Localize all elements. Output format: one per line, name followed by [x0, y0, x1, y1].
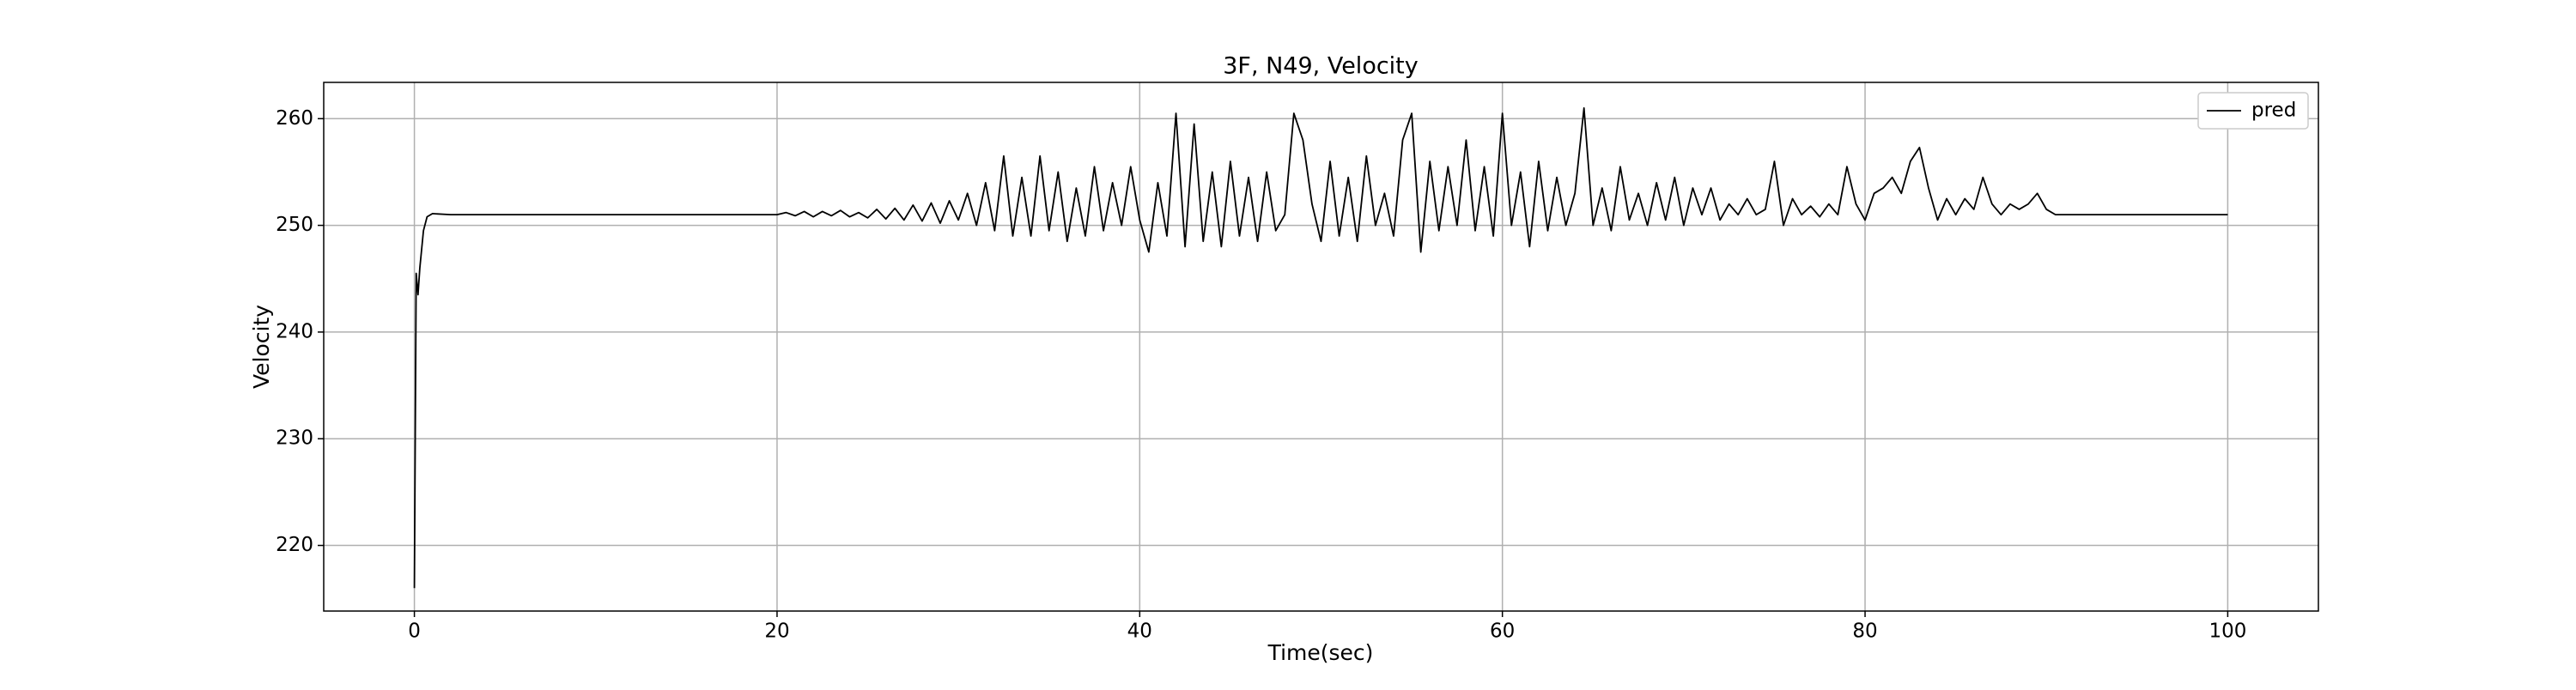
chart-title: 3F, N49, Velocity [1223, 53, 1419, 80]
legend-label: pred [2251, 100, 2296, 122]
x-tick-label: 100 [2208, 620, 2246, 643]
y-tick-label: 230 [276, 427, 313, 450]
x-tick-label: 60 [1490, 620, 1515, 643]
x-tick-label: 0 [408, 620, 421, 643]
y-tick-label: 260 [276, 107, 313, 130]
x-tick-label: 80 [1852, 620, 1877, 643]
y-axis-label: Velocity [249, 305, 274, 389]
data-line [413, 106, 2228, 589]
plot-frame [323, 82, 2319, 612]
legend-box [2197, 92, 2309, 130]
y-tick-label: 220 [276, 534, 313, 556]
y-tick-label: 250 [276, 214, 313, 236]
x-tick-label: 20 [764, 620, 789, 643]
y-tick-label: 240 [276, 320, 313, 342]
x-axis-label: Time(sec) [1267, 640, 1374, 665]
x-tick-label: 40 [1127, 620, 1152, 643]
